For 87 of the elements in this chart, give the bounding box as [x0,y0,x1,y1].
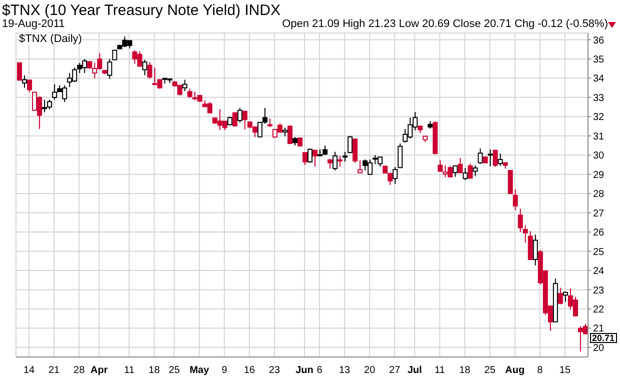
y-tick-label: 26 [593,228,605,239]
candlestick [478,148,483,164]
y-tick-label: 25 [593,246,605,258]
candlestick [332,151,338,171]
x-tick-label: Apr [90,365,108,376]
candlestick [107,58,112,80]
text: Open 21.09 High 21.23 Low 20.69 Close 20.71 Chg -0.12 (-0.58%) [282,18,608,30]
y-tick-label: 35 [593,54,605,66]
candlestick [398,143,403,168]
candlestick [492,149,498,168]
y-tick-label: 22 [593,304,605,316]
x-tick-label: 20 [364,365,376,376]
candlestick [308,148,313,164]
x-tick-label: 9 [222,365,228,376]
candlestick [488,148,493,167]
candlestick [342,151,348,162]
candlestick [328,158,333,170]
x-tick-label: Aug [505,365,525,376]
x-tick-label: 8 [537,365,544,376]
candlestick [508,170,513,194]
candlestick [22,74,28,88]
y-tick-label: 28 [593,189,605,200]
x-tick-label: 28 [74,365,86,376]
y-tick-label: 32 [593,112,605,124]
x-tick-label: 11 [434,365,446,376]
candlestick [348,135,353,154]
x-tick-label: 13 [339,365,351,376]
y-tick-label: 30 [593,150,605,162]
chart-title: $TNX (10 Year Treasury Note Yield) INDX [2,2,280,19]
candlestick [237,107,242,123]
y-tick-label: 31 [593,131,605,142]
y-tick-label: 29 [593,170,605,181]
x-tick-label: 25 [168,365,180,376]
candlestick [182,79,188,92]
candlestick [187,88,192,98]
candlestick [142,59,148,76]
candlestick [522,224,528,244]
x-tick-label: 21 [48,365,60,376]
candlestick [462,167,468,181]
x-tick-label: 15 [559,365,571,376]
candlestick [312,149,318,168]
x-tick-label: 27 [389,365,401,376]
candlestick [27,80,32,93]
candlestick [528,230,533,260]
candlestick [147,62,152,80]
candlestick [472,164,478,177]
y-tick-label: 34 [593,74,605,85]
y-tick-label: 36 [593,35,605,46]
x-tick-label: 11 [124,365,135,376]
candlestick [17,62,22,81]
candlestick [287,124,292,144]
x-tick-label: 18 [459,365,471,376]
candlestick [302,152,308,166]
y-tick-label: 33 [593,92,605,104]
candlestick [468,163,473,179]
y-tick-label: 27 [593,208,605,220]
x-tick-label: 6 [316,365,323,376]
x-tick-label: 25 [484,365,496,376]
candlestick [532,234,538,266]
y-tick-label: 24 [593,266,605,278]
y-tick-label: 23 [593,285,605,296]
candlestick [518,208,523,233]
chart-subtitle: 19-Aug-2011 [2,18,65,30]
x-tick-label: 14 [23,365,36,376]
candlestick [452,165,458,178]
x-tick-label: May [190,365,210,376]
candlestick [352,138,358,164]
candlestick [242,110,248,130]
y-tick-label: 20 [593,342,605,354]
x-tick-label: Jun [296,365,314,376]
candlestick [458,157,463,174]
candlestick [338,156,343,168]
text: 20.71 [590,332,617,343]
candlestick [232,112,238,127]
y-tick-label: 21 [593,324,605,335]
annotation: $TNX (Daily) [19,33,82,45]
x-tick-label: 23 [268,365,280,376]
x-tick-label: Jul [407,365,422,376]
x-tick-label: 16 [244,365,256,376]
candlestick [512,188,518,211]
candlestick [562,291,568,302]
candlestick [558,287,563,305]
candlestick [392,166,398,184]
candlestick [112,49,118,61]
candlestick [498,153,503,166]
candlestick [358,160,363,174]
x-tick-label: 18 [148,365,160,376]
